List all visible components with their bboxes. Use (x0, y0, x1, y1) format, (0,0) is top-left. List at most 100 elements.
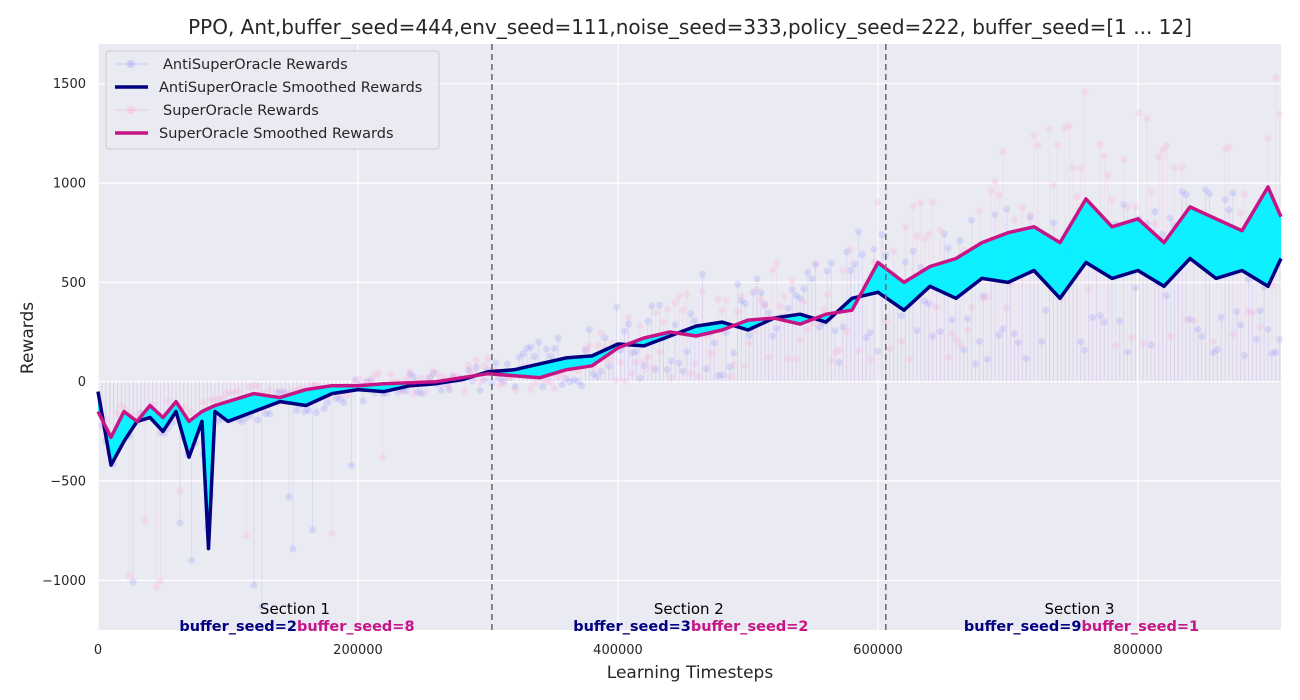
super-raw-point (839, 266, 847, 274)
legend-box (105, 50, 440, 150)
super-raw-point (913, 232, 921, 240)
anti-raw-point (761, 301, 769, 309)
super-raw-point (480, 362, 488, 370)
anti-raw-point (1124, 348, 1132, 356)
super-raw-point (465, 362, 472, 370)
anti-raw-point (336, 395, 344, 403)
super-raw-point (656, 348, 664, 356)
anti-raw-point (601, 334, 609, 342)
anti-raw-point (1217, 313, 1225, 321)
section-boundaries (491, 44, 887, 630)
anti-raw-point (995, 331, 1003, 339)
anti-raw-point (511, 383, 519, 391)
super-raw-point (1229, 330, 1237, 338)
anti-raw-point (929, 332, 937, 340)
super-raw-point (843, 327, 851, 335)
super-raw-point (472, 356, 480, 364)
super-raw-point (242, 532, 250, 540)
anti-raw-point (839, 323, 847, 331)
anti-raw-point (999, 325, 1007, 333)
anti-raw-point (652, 365, 660, 373)
anti-raw-point (472, 363, 480, 371)
super-raw-point (418, 374, 426, 382)
super-raw-point (687, 369, 695, 377)
x-tick-label: 400000 (593, 643, 643, 658)
anti-raw-point (1221, 196, 1229, 204)
chart-title: PPO, Ant,buffer_seed=444,env_seed=111,no… (188, 15, 1192, 39)
super-raw-point (1096, 140, 1104, 148)
anti-raw-point (437, 386, 445, 394)
anti-raw-point (402, 387, 410, 395)
anti-raw-point (726, 363, 734, 371)
anti-raw-point (991, 210, 999, 218)
anti-raw-point (628, 349, 636, 357)
anti-raw-point (827, 259, 835, 267)
super-raw-point (114, 409, 121, 417)
super-raw-point (1190, 317, 1198, 325)
super-raw-point (1178, 163, 1186, 171)
smoothed-lines-layer (96, 185, 1283, 551)
anti-raw-point (574, 377, 582, 385)
super-raw-point (1018, 204, 1026, 212)
anti-raw-point (1209, 348, 1217, 356)
super-raw-point (621, 377, 628, 385)
anti-raw-point (1256, 307, 1264, 315)
anti-raw-point (605, 362, 613, 370)
legend-item-super-raw: SuperOracle Rewards (115, 103, 319, 119)
anti-raw-point (730, 349, 738, 357)
legend-label-anti-smoothed: AntiSuperOracle Smoothed Rewards (159, 80, 422, 96)
anti-raw-point (804, 268, 812, 276)
anti-raw-point (718, 371, 726, 379)
anti-raw-point (1003, 205, 1011, 213)
anti-raw-point (258, 603, 266, 611)
section-anti-seed-label: buffer_seed=9 (964, 619, 1082, 635)
anti-raw-point (324, 399, 332, 407)
anti-raw-point (613, 303, 621, 311)
super-raw-point (964, 326, 972, 334)
anti-raw-point (1159, 230, 1167, 238)
anti-raw-point (975, 337, 983, 345)
anti-raw-point (909, 247, 917, 255)
super-raw-point (153, 583, 160, 591)
anti-raw-point (1022, 355, 1030, 363)
anti-raw-point (570, 376, 578, 384)
super-raw-point (1241, 190, 1249, 198)
x-tick-label: 200000 (333, 643, 383, 658)
anti-raw-point (636, 374, 644, 382)
super-raw-point (734, 308, 742, 316)
super-raw-point (800, 298, 808, 306)
super-raw-point (1248, 309, 1256, 317)
anti-raw-point (340, 398, 348, 406)
anti-raw-point (1011, 330, 1018, 338)
smoothed-gap-fill (98, 187, 1281, 524)
super-raw-point (582, 345, 589, 353)
super-raw-point (1182, 316, 1190, 324)
super-raw-point (1108, 196, 1116, 204)
anti-raw-point (948, 316, 956, 324)
anti-raw-point (675, 359, 683, 367)
anti-raw-point (936, 328, 944, 336)
y-tick-label: −500 (50, 475, 86, 490)
anti-raw-point (558, 381, 566, 389)
super-raw-point (706, 349, 714, 357)
anti-raw-point (367, 376, 375, 384)
anti-raw-point (582, 346, 589, 354)
anti-raw-point (870, 245, 878, 253)
anti-raw-point (816, 323, 823, 331)
anti-raw-point (515, 353, 523, 361)
super-raw-point (511, 386, 519, 394)
super-raw-point (792, 355, 800, 363)
anti-raw-point (312, 409, 320, 417)
super-raw-point (1085, 285, 1093, 293)
anti-raw-point (523, 344, 531, 352)
anti-raw-point (1245, 276, 1252, 284)
anti-raw-point (1233, 308, 1241, 316)
super-raw-point (987, 187, 995, 195)
super-raw-point (671, 299, 679, 307)
super-raw-point (804, 326, 812, 334)
anti-raw-point (624, 320, 632, 328)
anti-raw-point (1163, 292, 1171, 300)
anti-raw-point (773, 324, 781, 332)
super-raw-point (605, 356, 613, 364)
anti-raw-point (851, 260, 859, 268)
